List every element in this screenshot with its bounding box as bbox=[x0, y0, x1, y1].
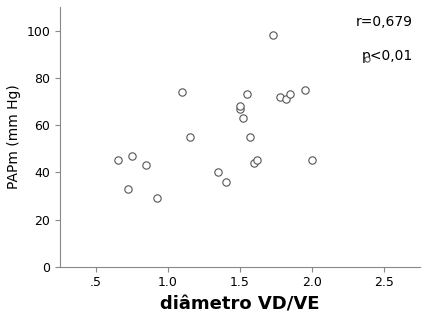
Point bbox=[236, 106, 243, 111]
Point bbox=[282, 97, 289, 102]
Point bbox=[153, 196, 160, 201]
Point bbox=[286, 92, 293, 97]
Point bbox=[250, 160, 257, 165]
Point bbox=[215, 170, 222, 175]
Point bbox=[239, 116, 246, 121]
Point bbox=[246, 134, 253, 140]
Point bbox=[276, 94, 283, 99]
Text: r=0,679: r=0,679 bbox=[355, 15, 412, 29]
Point bbox=[186, 134, 193, 140]
Point bbox=[128, 153, 135, 158]
Point bbox=[269, 33, 276, 38]
Point bbox=[143, 163, 150, 168]
Y-axis label: PAPm (mm Hg): PAPm (mm Hg) bbox=[7, 84, 21, 189]
Point bbox=[301, 87, 308, 92]
Point bbox=[363, 56, 369, 61]
Point bbox=[178, 89, 185, 94]
X-axis label: diâmetro VD/VE: diâmetro VD/VE bbox=[160, 295, 319, 313]
Point bbox=[253, 158, 260, 163]
Point bbox=[243, 92, 250, 97]
Point bbox=[222, 179, 229, 184]
Point bbox=[308, 158, 315, 163]
Text: p<0,01: p<0,01 bbox=[361, 49, 412, 62]
Point bbox=[124, 186, 131, 191]
Point bbox=[236, 104, 243, 109]
Point bbox=[114, 158, 121, 163]
